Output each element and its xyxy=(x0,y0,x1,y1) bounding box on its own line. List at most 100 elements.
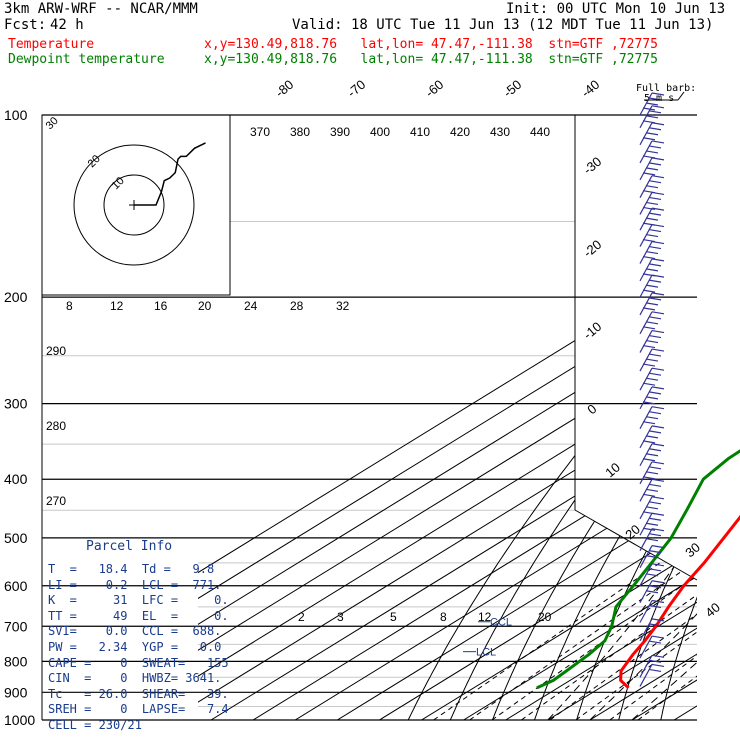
pressure-label-200: 200 xyxy=(4,289,28,305)
theta-label: 370 xyxy=(250,125,270,139)
mixing-ratio-label: 2 xyxy=(298,610,305,624)
wind-barb xyxy=(639,311,665,335)
mixing-ratio-label: 5 xyxy=(390,610,397,624)
temperature-profile xyxy=(619,514,740,689)
theta-label: 440 xyxy=(530,125,550,139)
dry-adiabat xyxy=(491,374,697,720)
right-axis-slant xyxy=(574,509,698,581)
theta-label: 420 xyxy=(450,125,470,139)
wind-barb xyxy=(639,191,665,215)
isotherm-label: -50 xyxy=(500,77,524,101)
mixing-ratio-line xyxy=(609,655,697,720)
full-barb-label: Full barb: xyxy=(636,83,697,94)
wind-barb xyxy=(639,292,665,316)
wind-barb xyxy=(639,157,665,181)
hodograph-trace xyxy=(134,142,206,206)
parcel-info-line: T = 18.4 Td = 9.8 xyxy=(48,562,215,576)
isotherm-label: -80 xyxy=(272,77,296,101)
moist-adiabat xyxy=(589,613,697,720)
wind-barb xyxy=(639,274,665,298)
parcel-info-line: K = 31 LFC = 0. xyxy=(48,593,229,608)
mixing-ratio-line xyxy=(549,613,697,720)
wind-barb xyxy=(639,240,665,264)
pressure-label-1000: 1000 xyxy=(4,712,35,728)
parcel-box-bg xyxy=(42,537,198,720)
mixing-ratio-label: 8 xyxy=(440,610,447,624)
wind-barb xyxy=(639,478,665,502)
theta-side-label: 270 xyxy=(46,494,66,508)
ccl-label: CCL xyxy=(490,617,512,629)
parcel-info-title: Parcel Info xyxy=(86,539,173,554)
theta-label: 380 xyxy=(290,125,310,139)
isotherm xyxy=(210,420,697,720)
pressure-label-700: 700 xyxy=(4,618,28,634)
wind-barb xyxy=(639,406,665,429)
isotherm-label: -60 xyxy=(422,77,446,101)
wind-barb xyxy=(639,528,665,551)
wind-barb xyxy=(639,258,665,282)
pressure-label-600: 600 xyxy=(4,578,28,594)
mixing-ratio-line xyxy=(575,631,697,720)
temperature-legend: Temperature xyxy=(8,37,95,52)
wind-barb xyxy=(639,367,665,391)
pressure-label-400: 400 xyxy=(4,471,28,487)
dewpoint-location: x,y=130.49,818.76 lat,lon= 47.47,-111.38… xyxy=(204,52,658,67)
pressure-label-800: 800 xyxy=(4,653,28,669)
init-time: Init: 00 UTC Mon 10 Jun 13 xyxy=(506,1,726,17)
theta-label: 400 xyxy=(370,125,390,139)
parcel-info-line: CIN = 0 HWBZ= 3641. xyxy=(48,671,222,686)
pressure-label-300: 300 xyxy=(4,396,28,412)
dry-adiabat xyxy=(703,115,740,720)
upper-mixing-label: 28 xyxy=(290,299,304,313)
parcel-info-line: TT = 49 EL = 0. xyxy=(48,608,229,623)
theta-label: 430 xyxy=(490,125,510,139)
wind-barb xyxy=(639,512,665,536)
valid-time: Valid: 18 UTC Tue 11 Jun 13 (12 MDT Tue … xyxy=(292,17,714,33)
parcel-info-line: Tc = 26.0 SHEAR= 39. xyxy=(48,686,229,701)
wind-barb xyxy=(639,563,665,587)
wind-barb xyxy=(639,329,665,353)
hodograph-ring xyxy=(103,174,165,236)
upper-mixing-label: 20 xyxy=(198,299,212,313)
isotherm-label: -70 xyxy=(344,77,368,101)
theta-label: 410 xyxy=(410,125,430,139)
upper-mixing-label: 16 xyxy=(154,299,168,313)
wind-barb xyxy=(639,618,665,642)
hodograph-ring xyxy=(73,144,195,266)
isotherm-label: -40 xyxy=(578,77,602,101)
mixing-ratio-label: 12 xyxy=(478,610,492,624)
mixing-ratio-line xyxy=(433,537,697,720)
isotherm xyxy=(463,575,697,720)
theta-label: 390 xyxy=(330,125,350,139)
lcl-label: LCL xyxy=(476,647,496,659)
dry-adiabat xyxy=(576,461,697,720)
isotherm xyxy=(505,601,697,720)
isotherm xyxy=(379,523,697,720)
upper-mixing-label: 12 xyxy=(110,299,124,313)
wind-barb xyxy=(639,443,665,467)
mixing-ratio-label: 20 xyxy=(538,610,552,624)
upper-mixing-label: 24 xyxy=(244,299,258,313)
parcel-info-line: PW = 2.34 YGP = 0.0 xyxy=(48,640,222,654)
isotherm-label: 40 xyxy=(702,600,723,621)
dry-adiabat xyxy=(534,414,697,720)
model-title: 3km ARW-WRF -- NCAR/MMM xyxy=(4,1,198,17)
wind-barb xyxy=(639,545,665,568)
wind-barb xyxy=(639,635,665,659)
theta-side-label: 290 xyxy=(46,344,66,358)
parcel-info-line: CELL = 230/21 xyxy=(48,718,142,732)
pressure-label-500: 500 xyxy=(4,530,28,546)
fcst-hours: 42 h xyxy=(50,17,84,33)
wind-barb xyxy=(639,348,665,372)
wind-column-bg xyxy=(575,115,697,720)
isotherm xyxy=(294,472,697,720)
wind-barb xyxy=(639,223,665,247)
isotherm xyxy=(421,549,697,720)
theta-side-label: 280 xyxy=(46,419,66,433)
mixing-ratio-label: 3 xyxy=(337,610,344,624)
parcel-info-line: SVI= 0.0 CCL = 688. xyxy=(48,624,222,639)
fcst-label: Fcst: xyxy=(4,17,47,33)
isotherm xyxy=(716,115,740,720)
isotherm xyxy=(252,446,697,720)
